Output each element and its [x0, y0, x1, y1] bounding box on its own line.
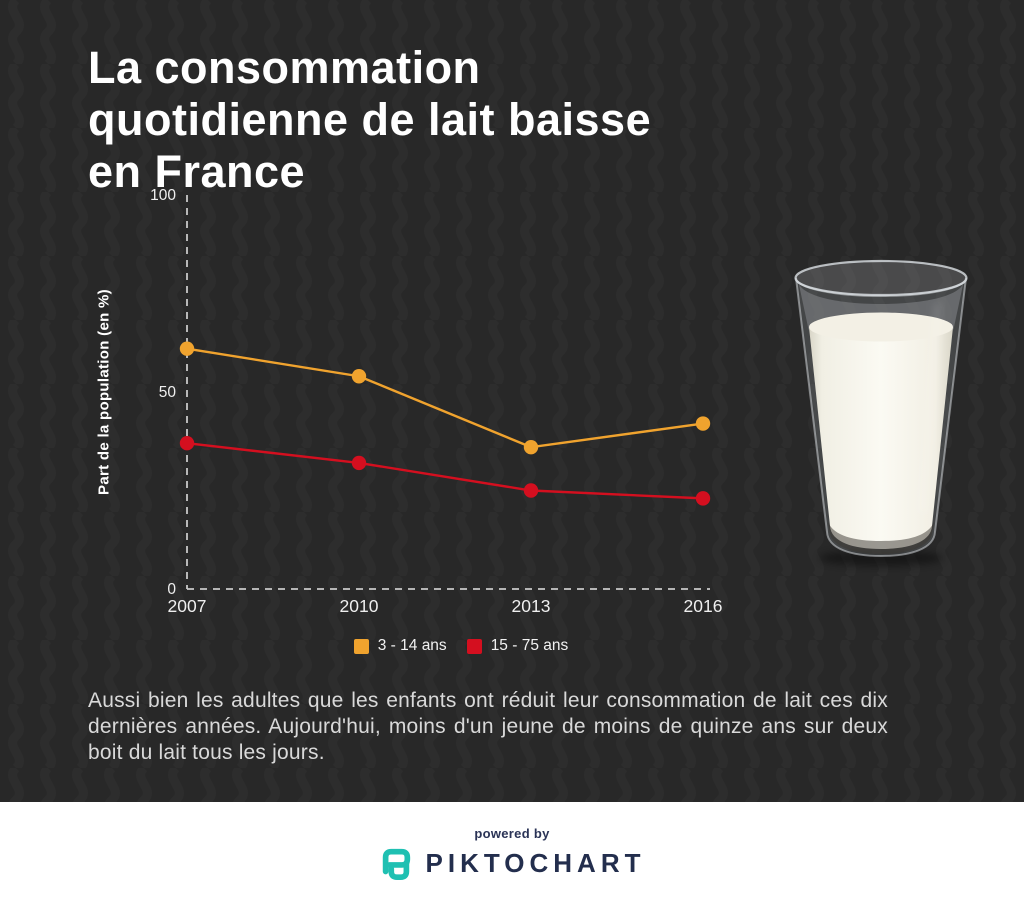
- svg-text:2013: 2013: [512, 596, 551, 616]
- milk-glass-image: [794, 259, 968, 566]
- piktochart-logo[interactable]: PIKTOCHART: [379, 846, 646, 882]
- legend-label: 15 - 75 ans: [490, 637, 569, 654]
- y-axis-label: Part de la population (en %): [95, 289, 113, 495]
- powered-by-label: powered by: [474, 825, 550, 841]
- svg-text:2010: 2010: [340, 596, 379, 616]
- svg-text:2016: 2016: [684, 596, 723, 616]
- piktochart-wordmark: PIKTOCHART: [425, 848, 646, 878]
- footer: powered by PIKTOCHART: [0, 802, 1024, 905]
- svg-text:50: 50: [159, 384, 177, 401]
- svg-text:0: 0: [167, 581, 176, 598]
- piktochart-logo-icon: [382, 848, 410, 880]
- page-title: La consommation quotidienne de lait bais…: [88, 42, 652, 198]
- svg-text:100: 100: [150, 187, 176, 204]
- chart-legend: 3 - 14 ans 15 - 75 ans: [187, 636, 735, 656]
- legend-swatch-orange-icon: [353, 638, 369, 654]
- legend-label: 3 - 14 ans: [377, 637, 447, 654]
- svg-text:2007: 2007: [168, 596, 207, 616]
- line-chart: 0 50 100 2007 2010 2013 2016: [150, 187, 723, 616]
- legend-item-adults: 15 - 75 ans: [466, 637, 569, 655]
- legend-swatch-red-icon: [466, 638, 482, 654]
- description-text: Aussi bien les adultes que les enfants o…: [88, 689, 888, 764]
- legend-item-children: 3 - 14 ans: [353, 637, 447, 655]
